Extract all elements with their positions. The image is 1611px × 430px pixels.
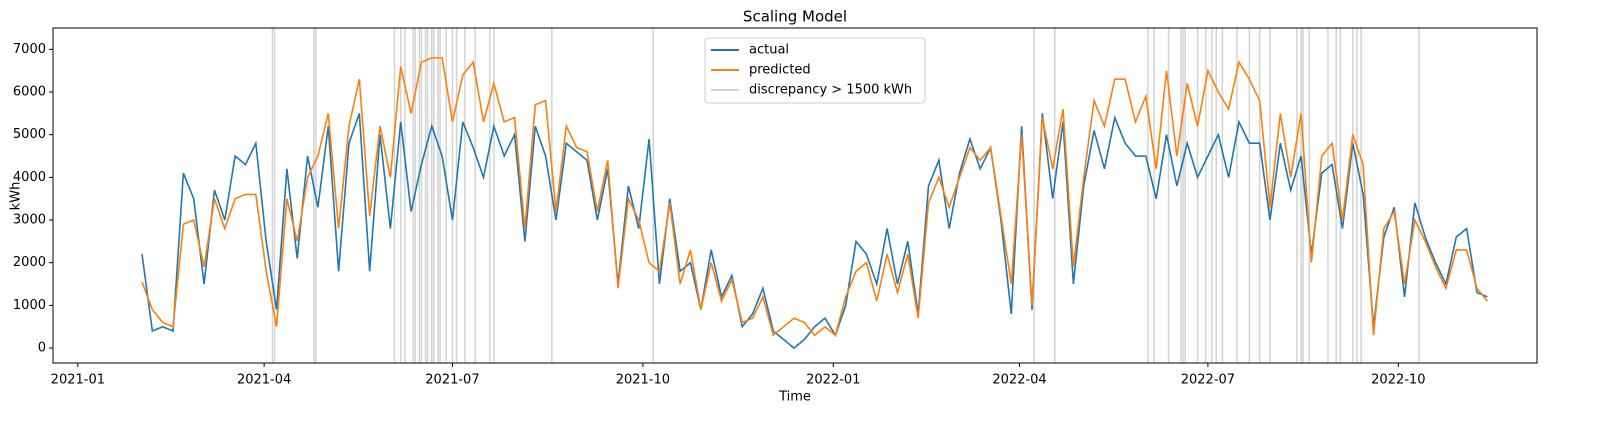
y-tick-label: 7000	[13, 42, 46, 57]
y-tick-label: 0	[38, 341, 46, 356]
x-axis-label: Time	[778, 390, 811, 405]
legend-box	[704, 37, 926, 104]
legend-label: predicted	[749, 63, 811, 78]
y-tick-label: 2000	[13, 255, 46, 270]
x-tick-label: 2021-01	[51, 373, 105, 388]
y-tick-label: 4000	[13, 170, 46, 185]
legend-label: discrepancy > 1500 kWh	[749, 83, 912, 98]
x-tick-label: 2022-01	[806, 373, 860, 388]
y-tick-label: 6000	[13, 85, 46, 100]
series-line	[141, 113, 1488, 350]
y-axis-label: kWh	[9, 182, 24, 211]
x-tick-label: 2021-04	[237, 373, 291, 388]
x-tick-label: 2022-07	[1181, 373, 1235, 388]
x-tick-label: 2022-04	[992, 373, 1046, 388]
x-tick-label: 2021-07	[425, 373, 479, 388]
y-tick-label: 3000	[13, 213, 46, 228]
x-tick-label: 2021-10	[616, 373, 670, 388]
series-line	[141, 57, 1488, 337]
x-tick-label: 2022-10	[1371, 373, 1425, 388]
legend-label: actual	[749, 43, 789, 58]
chart-title: Scaling Model	[743, 8, 847, 26]
y-tick-label: 5000	[13, 127, 46, 142]
plot-frame	[52, 27, 1538, 364]
y-tick-label: 1000	[13, 298, 46, 313]
